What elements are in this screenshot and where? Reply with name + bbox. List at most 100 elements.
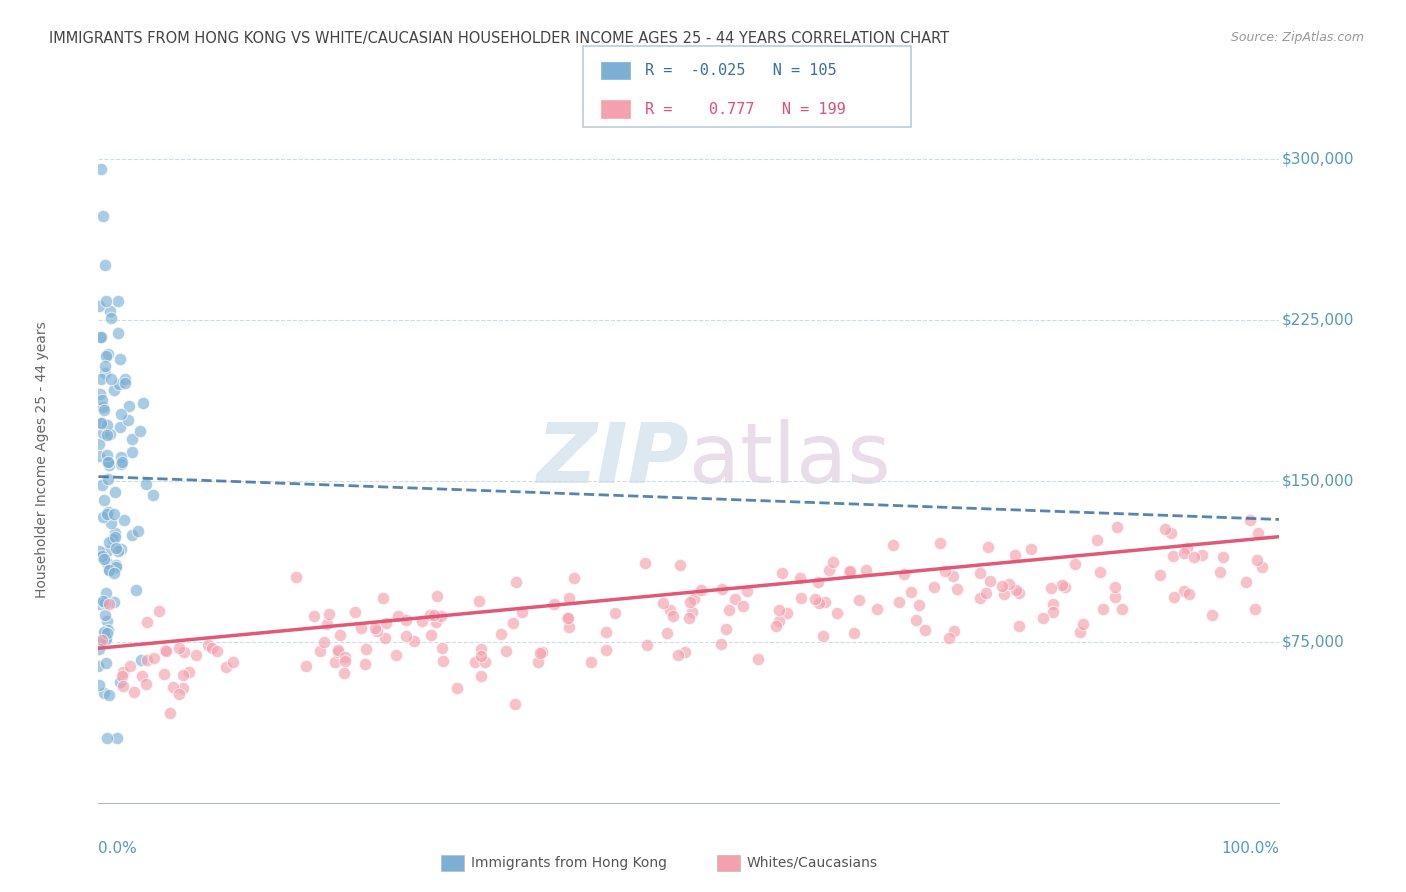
Point: [768, 603, 790, 617]
Point: [89, 329, 111, 343]
Point: [814, 595, 837, 609]
Point: [110, 457, 132, 471]
Point: [979, 574, 1001, 588]
Point: [186, 648, 208, 662]
Point: [662, 609, 685, 624]
Point: [543, 597, 565, 611]
Point: [131, 668, 153, 682]
Point: [91, 425, 114, 440]
Point: [636, 638, 658, 652]
Point: [1234, 575, 1257, 590]
Point: [1247, 526, 1270, 541]
Point: [105, 541, 128, 555]
Point: [946, 582, 969, 596]
Point: [1063, 557, 1085, 571]
Point: [529, 646, 551, 660]
Point: [96, 556, 118, 570]
Point: [104, 560, 127, 574]
Point: [87, 659, 110, 673]
Point: [385, 648, 408, 662]
Point: [1032, 611, 1054, 625]
Point: [907, 598, 929, 612]
Point: [93, 551, 115, 566]
Text: 0.0%: 0.0%: [98, 840, 138, 855]
Point: [969, 591, 991, 606]
Point: [673, 645, 696, 659]
Point: [89, 634, 111, 648]
Point: [470, 668, 492, 682]
Point: [681, 605, 703, 619]
Point: [768, 614, 790, 628]
Point: [91, 210, 114, 224]
Point: [1239, 513, 1261, 527]
Point: [364, 621, 387, 635]
Point: [108, 675, 131, 690]
Point: [96, 448, 118, 462]
Point: [96, 507, 118, 521]
Point: [595, 642, 617, 657]
Point: [100, 303, 122, 318]
Point: [89, 641, 111, 656]
Point: [111, 455, 134, 469]
Point: [148, 604, 170, 618]
Point: [1178, 587, 1201, 601]
Point: [94, 608, 117, 623]
Point: [934, 564, 956, 578]
Point: [658, 603, 681, 617]
Point: [1251, 560, 1274, 574]
Point: [690, 583, 713, 598]
Point: [87, 544, 110, 558]
Text: $150,000: $150,000: [1282, 474, 1354, 488]
Text: Whites/Caucasians: Whites/Caucasians: [747, 855, 877, 870]
Point: [922, 580, 945, 594]
Point: [669, 558, 692, 573]
Point: [90, 633, 112, 648]
Point: [93, 686, 115, 700]
Point: [838, 565, 860, 579]
Point: [464, 655, 486, 669]
Point: [807, 596, 830, 610]
Point: [89, 387, 111, 401]
Point: [96, 349, 118, 363]
Point: [724, 591, 747, 606]
Point: [770, 566, 793, 581]
Point: [104, 530, 127, 544]
Point: [605, 606, 627, 620]
Point: [375, 615, 398, 630]
Point: [711, 582, 734, 597]
Point: [1149, 568, 1171, 582]
Point: [1091, 601, 1114, 615]
Point: [104, 484, 127, 499]
Point: [90, 417, 112, 431]
Point: [1050, 578, 1073, 592]
Point: [747, 652, 769, 666]
Point: [107, 543, 129, 558]
Point: [474, 656, 496, 670]
Point: [136, 615, 159, 630]
Point: [103, 595, 125, 609]
Point: [1004, 548, 1026, 562]
Point: [94, 596, 117, 610]
Point: [679, 595, 702, 609]
Point: [103, 526, 125, 541]
Text: Source: ZipAtlas.com: Source: ZipAtlas.com: [1230, 31, 1364, 45]
Point: [93, 366, 115, 380]
Point: [215, 660, 238, 674]
Point: [91, 400, 114, 414]
Point: [510, 605, 533, 619]
Point: [112, 679, 135, 693]
Point: [131, 395, 153, 409]
Point: [1071, 617, 1094, 632]
Point: [105, 558, 128, 572]
Text: $225,000: $225,000: [1282, 312, 1354, 327]
Point: [318, 607, 340, 621]
Point: [90, 477, 112, 491]
Point: [295, 658, 318, 673]
Point: [98, 563, 121, 577]
Point: [1209, 566, 1232, 580]
Point: [1163, 590, 1185, 604]
Point: [1019, 542, 1042, 557]
Point: [96, 614, 118, 628]
Point: [91, 416, 114, 430]
Point: [97, 563, 120, 577]
